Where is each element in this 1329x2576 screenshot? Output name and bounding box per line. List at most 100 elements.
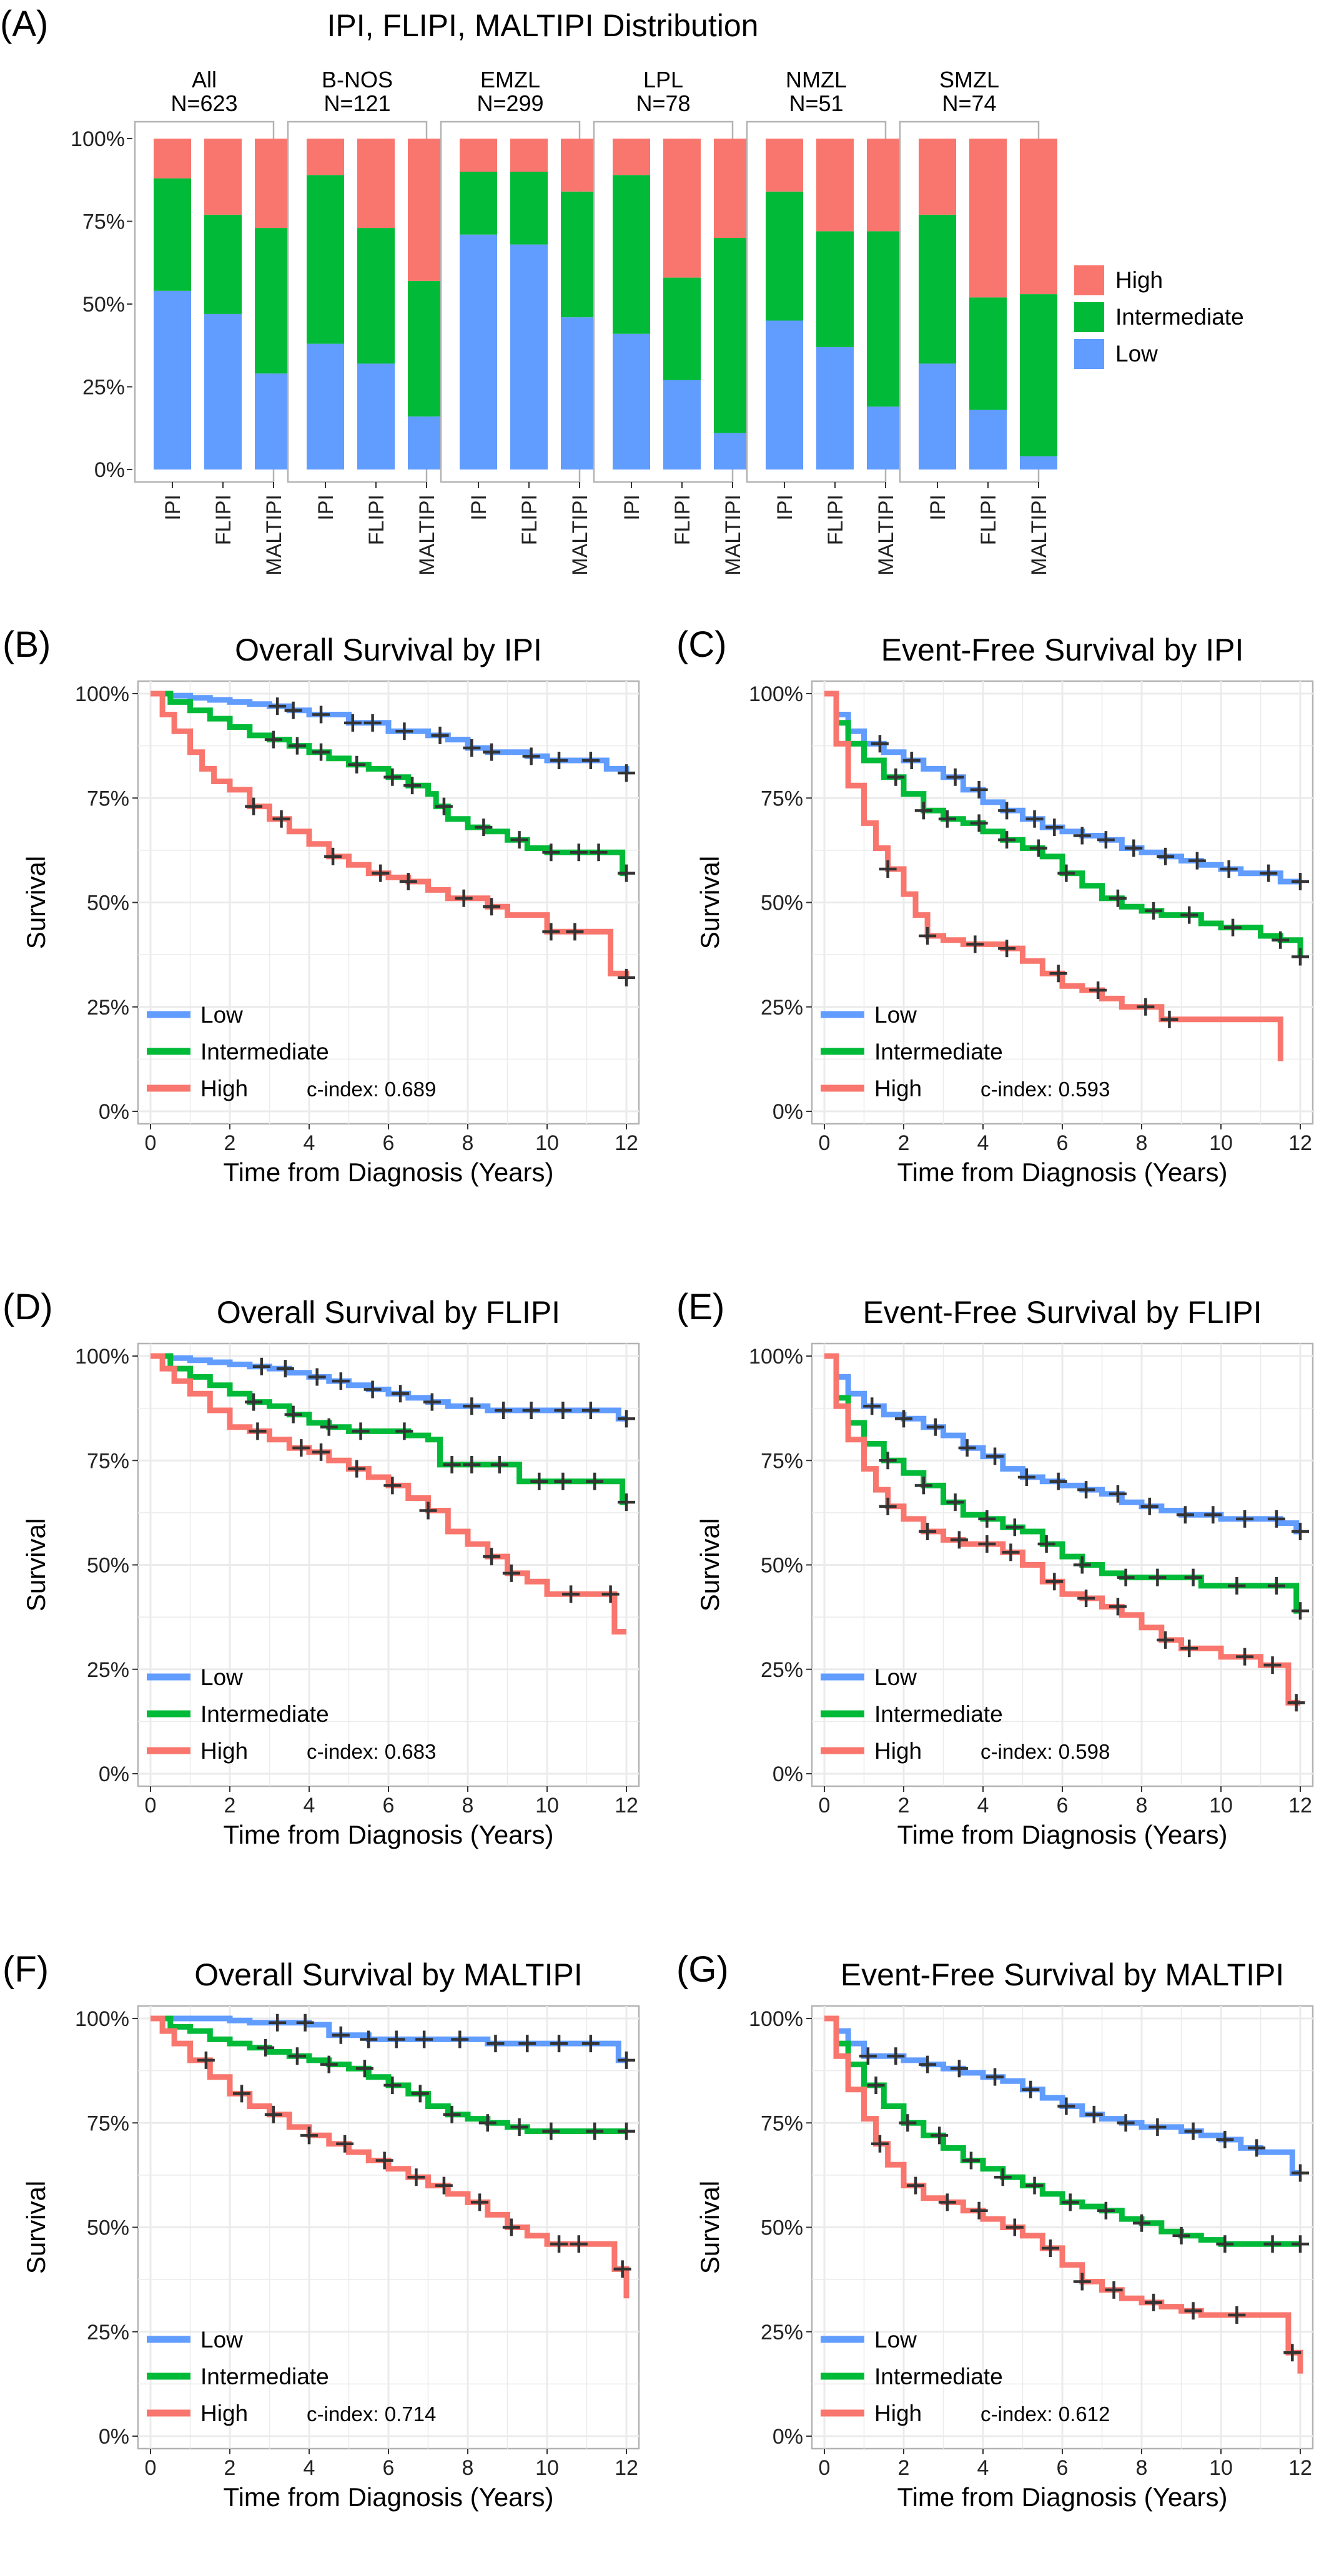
censor-mark-intermediate bbox=[1097, 2201, 1115, 2220]
bar-low-flipi bbox=[204, 313, 242, 469]
legend-swatch-intermediate bbox=[1074, 302, 1104, 332]
censor-mark-intermediate bbox=[618, 2122, 635, 2140]
bar-intermediate-flipi bbox=[510, 172, 548, 245]
panel-a-distribution-chart: (A) IPI, FLIPI, MALTIPI Distribution 0% 25%… bbox=[0, 4, 1244, 576]
panel-label: (E) bbox=[676, 1287, 724, 1327]
x-tick-label: FLIPI bbox=[671, 494, 694, 545]
censor-mark-intermediate bbox=[1267, 1576, 1285, 1595]
y-tick-label: 100% bbox=[71, 127, 125, 151]
y-axis-label: Survival bbox=[21, 2181, 51, 2274]
bar-low-ipi bbox=[766, 320, 803, 469]
panel-g-event-free-survival-maltipi: (G) Event-Free Survival by MALTIPI 0% 25% 50… bbox=[676, 1949, 1314, 2512]
bar-intermediate-ipi bbox=[919, 214, 956, 364]
bar-low-ipi bbox=[919, 363, 956, 469]
y-tick-label: 25% bbox=[87, 996, 129, 1020]
censor-mark-high bbox=[1073, 2273, 1091, 2291]
censor-mark-intermediate bbox=[530, 1472, 548, 1490]
censor-mark-low bbox=[1077, 1481, 1095, 1499]
y-tick-label: 25% bbox=[761, 1658, 803, 1682]
censor-mark-low bbox=[1292, 2164, 1309, 2182]
bar-intermediate-maltipi bbox=[867, 231, 904, 407]
y-tick-label: 0% bbox=[773, 1100, 803, 1124]
x-tick-label: 12 bbox=[615, 1794, 638, 1817]
x-tick-label: 4 bbox=[977, 1131, 989, 1155]
censor-mark-intermediate bbox=[938, 810, 956, 828]
survival-curve-high bbox=[151, 691, 630, 978]
censor-mark-high bbox=[919, 1522, 937, 1540]
x-tick-label: FLIPI bbox=[212, 494, 235, 545]
censor-mark-intermediate bbox=[586, 2122, 604, 2140]
x-axis-label: Time from Diagnosis (Years) bbox=[897, 1820, 1227, 1849]
censor-mark-low bbox=[463, 1397, 481, 1415]
x-tick-label: 12 bbox=[1288, 1131, 1312, 1155]
censor-mark-low bbox=[1260, 864, 1278, 882]
censor-mark-high bbox=[1180, 1639, 1198, 1658]
censor-mark-intermediate bbox=[312, 743, 330, 761]
censor-mark-intermediate bbox=[1216, 2235, 1234, 2253]
x-tick-label: 10 bbox=[535, 2456, 559, 2480]
censor-mark-low bbox=[387, 2030, 405, 2048]
censor-mark-high bbox=[1157, 1631, 1175, 1649]
censor-mark-low bbox=[487, 2035, 505, 2053]
y-tick-label: 75% bbox=[87, 787, 129, 810]
censor-mark-low bbox=[363, 714, 382, 732]
y-tick-label: 100% bbox=[75, 2007, 129, 2031]
x-tick-label: 12 bbox=[615, 1131, 638, 1155]
x-tick-label: 12 bbox=[1288, 1794, 1312, 1817]
censor-mark-intermediate bbox=[1149, 1568, 1167, 1586]
survival-curve-high bbox=[824, 1353, 1300, 1706]
chart-title: Overall Survival by MALTIPI bbox=[194, 1957, 582, 1992]
bar-intermediate-ipi bbox=[766, 191, 803, 321]
legend-label-high: High bbox=[874, 1076, 922, 1101]
x-tick-label: 4 bbox=[304, 2456, 315, 2480]
censor-mark-high bbox=[613, 2260, 631, 2278]
x-tick-label: 6 bbox=[383, 2456, 395, 2480]
bar-intermediate-flipi bbox=[969, 297, 1007, 410]
x-tick-label: FLIPI bbox=[977, 494, 1000, 545]
x-tick-label: FLIPI bbox=[365, 494, 388, 545]
censor-mark-high bbox=[1105, 2281, 1123, 2299]
x-tick-label: 6 bbox=[1057, 2456, 1069, 2480]
bar-intermediate-maltipi bbox=[561, 191, 598, 318]
censor-mark-intermediate bbox=[970, 814, 988, 832]
censor-mark-low bbox=[1109, 1485, 1127, 1503]
censor-mark-low bbox=[312, 705, 330, 724]
censor-mark-low bbox=[423, 1393, 441, 1411]
legend-label-high: High bbox=[874, 1738, 922, 1764]
bar-intermediate-maltipi bbox=[408, 280, 445, 417]
bar-low-flipi bbox=[510, 244, 548, 469]
bar-high-ipi bbox=[154, 139, 191, 179]
bar-intermediate-maltipi bbox=[255, 228, 292, 374]
x-tick-label: MALTIPI bbox=[1027, 494, 1051, 576]
censor-mark-high bbox=[1005, 2218, 1024, 2236]
y-tick-label: 100% bbox=[75, 1345, 129, 1369]
legend-label-intermediate: Intermediate bbox=[200, 1039, 329, 1064]
censor-mark-low bbox=[986, 2068, 1004, 2086]
bar-intermediate-ipi bbox=[460, 172, 497, 235]
facet-count: N=121 bbox=[324, 91, 390, 116]
censor-mark-low bbox=[1176, 1506, 1194, 1524]
censor-mark-low bbox=[252, 1357, 270, 1375]
bar-high-flipi bbox=[663, 139, 701, 278]
censor-mark-high bbox=[907, 2176, 925, 2195]
censor-mark-intermediate bbox=[899, 2114, 917, 2132]
bar-high-flipi bbox=[357, 139, 395, 229]
censor-mark-low bbox=[581, 1401, 600, 1419]
censor-mark-intermediate bbox=[914, 1477, 932, 1495]
censor-mark-intermediate bbox=[962, 2151, 980, 2170]
censor-mark-low bbox=[395, 722, 413, 740]
censor-mark-intermediate bbox=[1172, 2226, 1190, 2244]
censor-mark-low bbox=[902, 752, 921, 770]
legend-swatch-low bbox=[1074, 339, 1104, 369]
censor-mark-high bbox=[502, 2218, 520, 2236]
censor-mark-high bbox=[455, 889, 473, 907]
censor-mark-intermediate bbox=[478, 2114, 497, 2132]
bar-high-ipi bbox=[307, 139, 344, 175]
censor-mark-low bbox=[1292, 1522, 1309, 1540]
censor-mark-low bbox=[363, 1380, 382, 1399]
panel-label: (C) bbox=[676, 624, 727, 665]
censor-mark-low bbox=[550, 2035, 568, 2053]
chart-title: IPI, FLIPI, MALTIPI Distribution bbox=[327, 8, 759, 43]
facet-count: N=623 bbox=[170, 91, 237, 116]
